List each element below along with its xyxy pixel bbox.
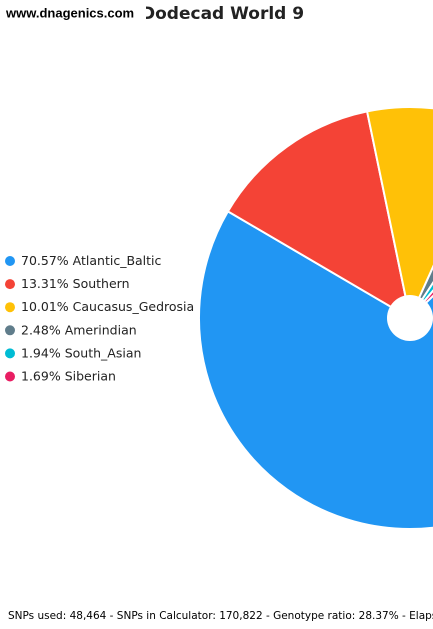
legend-swatch: [5, 348, 15, 359]
legend-swatch: [5, 279, 15, 290]
watermark-bg: [0, 3, 146, 25]
legend-label: 1.94% South_Asian: [21, 345, 141, 360]
legend-swatch: [5, 371, 15, 382]
legend-label: 2.48% Amerindian: [21, 322, 137, 337]
legend-name: Amerindian: [65, 322, 137, 337]
legend-label: 70.57% Atlantic_Baltic: [21, 253, 162, 268]
legend-value: 2.48%: [21, 322, 61, 337]
legend-value: 10.01%: [21, 299, 69, 314]
pie-slice: [226, 110, 412, 321]
pie: [198, 106, 433, 530]
legend-label: 1.69% Siberian: [21, 368, 116, 383]
legend-name: South_Asian: [65, 345, 142, 360]
legend-value: 70.57%: [21, 253, 69, 268]
legend-label: 10.01% Caucasus_Gedrosia: [21, 299, 194, 314]
legend-label: 13.31% Southern: [21, 276, 130, 291]
chart-title: Dodecad World 9: [141, 4, 304, 24]
legend-swatch: [5, 256, 15, 266]
legend: 70.57% Atlantic_Baltic 13.31% Southern 10.…: [5, 253, 194, 383]
legend-name: Siberian: [65, 368, 116, 383]
pie-slice: [198, 210, 433, 530]
pie-hole: [387, 295, 433, 341]
legend-name: Caucasus_Gedrosia: [73, 299, 195, 314]
legend-swatch: [5, 302, 15, 313]
footer: SNPs used: 48,464 - SNPs in Calculator: …: [8, 610, 433, 622]
legend-swatch: [5, 325, 15, 336]
legend-name: Southern: [73, 276, 130, 291]
legend-value: 1.69%: [21, 368, 61, 383]
legend-name: Atlantic_Baltic: [73, 253, 162, 268]
legend-value: 1.94%: [21, 345, 61, 360]
legend-value: 13.31%: [21, 276, 69, 291]
watermark: www.dnagenics.com: [5, 5, 134, 20]
pie-slice: [365, 106, 433, 322]
